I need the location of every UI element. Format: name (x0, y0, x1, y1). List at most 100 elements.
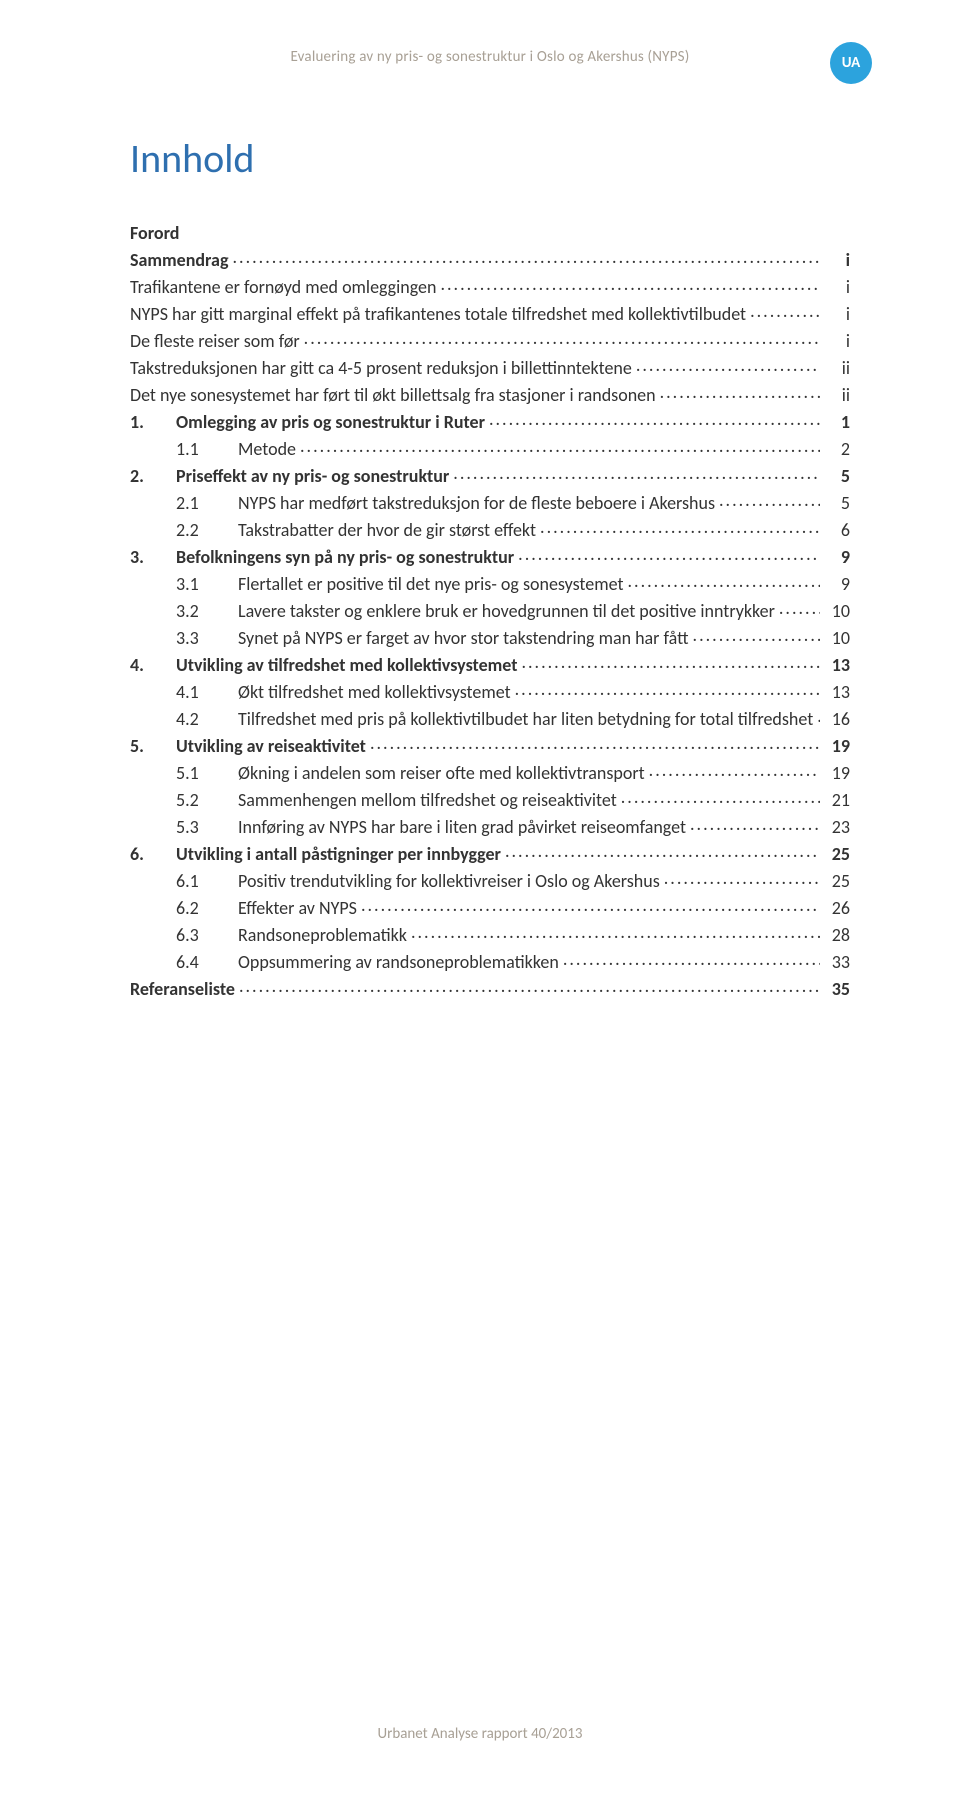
toc-entry: 2.Priseffekt av ny pris- og sonestruktur… (130, 464, 850, 485)
toc-entry-page: 10 (824, 602, 850, 620)
toc-entry: 6.4Oppsummering av randsoneproblematikke… (130, 950, 850, 971)
toc-leader (505, 842, 820, 860)
footer-text: Urbanet Analyse rapport 40/2013 (0, 1725, 960, 1743)
toc-entry-label: NYPS har gitt marginal effekt på trafika… (130, 305, 746, 323)
toc-entry: Takstreduksjonen har gitt ca 4-5 prosent… (130, 356, 850, 377)
toc-entry: 1.Omlegging av pris og sonestruktur i Ru… (130, 410, 850, 431)
toc-entry-page: 33 (824, 953, 850, 971)
toc-leader (521, 653, 820, 671)
toc-entry-page: 6 (824, 521, 850, 539)
toc-entry-page: 9 (824, 575, 850, 593)
toc-entry-number: 6.2 (176, 899, 238, 917)
toc-entry-page: 1 (824, 413, 850, 431)
toc-leader (817, 707, 820, 725)
toc-entry-number: 6.1 (176, 872, 238, 890)
toc-entry-number: 3.3 (176, 629, 238, 647)
toc-leader (518, 545, 820, 563)
toc-leader (411, 923, 820, 941)
toc-leader (719, 491, 820, 509)
toc-entry: 6.3Randsoneproblematikk 28 (130, 923, 850, 944)
toc-entry: Sammendragi (130, 248, 850, 269)
toc-entry-page: 23 (824, 818, 850, 836)
toc-leader (649, 761, 820, 779)
toc-entry: 1.1Metode 2 (130, 437, 850, 458)
toc-entry-page: 13 (824, 683, 850, 701)
toc-entry-page: i (824, 278, 850, 296)
toc-entry-label: Befolkningens syn på ny pris- og sonestr… (176, 548, 514, 566)
toc-entry: 3.Befolkningens syn på ny pris- og sones… (130, 545, 850, 566)
toc-leader (304, 329, 820, 347)
toc-leader (239, 977, 820, 995)
running-header: Evaluering av ny pris- og sonestruktur i… (130, 48, 850, 66)
toc-leader (440, 275, 820, 293)
toc-entry-number: 4.1 (176, 683, 238, 701)
toc-entry-label: Sammenhengen mellom tilfredshet og reise… (238, 791, 617, 809)
toc-entry: Forord (130, 221, 850, 242)
toc-entry-label: Sammendrag (130, 251, 228, 269)
toc-entry-number: 6.3 (176, 926, 238, 944)
toc-leader (690, 815, 820, 833)
toc-entry: 5.2Sammenhengen mellom tilfredshet og re… (130, 788, 850, 809)
toc-entry-label: Metode (238, 440, 296, 458)
toc-leader (664, 869, 820, 887)
toc-entry-number: 2.2 (176, 521, 238, 539)
toc-entry: 3.1Flertallet er positive til det nye pr… (130, 572, 850, 593)
brand-badge: UA (830, 42, 872, 84)
toc-leader (183, 221, 846, 239)
toc-entry: 2.2Takstrabatter der hvor de gir størst … (130, 518, 850, 539)
toc-entry: Referanseliste35 (130, 977, 850, 998)
toc-entry-number: 3.2 (176, 602, 238, 620)
toc-entry-label: Oppsummering av randsoneproblematikken (238, 953, 559, 971)
toc-entry-number: 6. (130, 845, 176, 863)
toc-entry-label: Økt tilfredshet med kollektivsystemet (238, 683, 511, 701)
toc-entry: 6.Utvikling i antall påstigninger per in… (130, 842, 850, 863)
toc-entry-label: Omlegging av pris og sonestruktur i Rute… (176, 413, 485, 431)
toc-entry: 4.2Tilfredshet med pris på kollektivtilb… (130, 707, 850, 728)
table-of-contents: ForordSammendragiTrafikantene er fornøyd… (130, 221, 850, 998)
toc-entry-label: Innføring av NYPS har bare i liten grad … (238, 818, 686, 836)
toc-leader (750, 302, 820, 320)
toc-leader (540, 518, 820, 536)
toc-entry: De fleste reiser som føri (130, 329, 850, 350)
toc-entry-number: 5.3 (176, 818, 238, 836)
toc-entry: 3.3Synet på NYPS er farget av hvor stor … (130, 626, 850, 647)
toc-entry: Trafikantene er fornøyd med omleggingen i (130, 275, 850, 296)
toc-leader (693, 626, 820, 644)
toc-leader (361, 896, 820, 914)
toc-entry-page: ii (824, 386, 850, 404)
toc-entry: 4.Utvikling av tilfredshet med kollektiv… (130, 653, 850, 674)
toc-leader (621, 788, 820, 806)
toc-entry-page: 28 (824, 926, 850, 944)
toc-entry-number: 2.1 (176, 494, 238, 512)
toc-entry: NYPS har gitt marginal effekt på trafika… (130, 302, 850, 323)
toc-leader (779, 599, 820, 617)
toc-entry-number: 1. (130, 413, 176, 431)
toc-entry-page: 2 (824, 440, 850, 458)
toc-entry-label: Økning i andelen som reiser ofte med kol… (238, 764, 645, 782)
toc-entry-number: 5.2 (176, 791, 238, 809)
toc-entry: 3.2Lavere takster og enklere bruk er hov… (130, 599, 850, 620)
toc-entry-label: Trafikantene er fornøyd med omleggingen (130, 278, 436, 296)
toc-entry-label: Randsoneproblematikk (238, 926, 407, 944)
toc-entry-number: 1.1 (176, 440, 238, 458)
toc-entry-label: NYPS har medført takstreduksjon for de f… (238, 494, 715, 512)
toc-entry-number: 4. (130, 656, 176, 674)
toc-entry-number: 3. (130, 548, 176, 566)
toc-entry: 5.3Innføring av NYPS har bare i liten gr… (130, 815, 850, 836)
toc-entry-number: 5.1 (176, 764, 238, 782)
toc-entry-number: 4.2 (176, 710, 238, 728)
toc-entry: 2.1NYPS har medført takstreduksjon for d… (130, 491, 850, 512)
toc-entry-label: Utvikling av tilfredshet med kollektivsy… (176, 656, 517, 674)
toc-entry-label: Forord (130, 224, 179, 242)
toc-entry-label: Utvikling i antall påstigninger per innb… (176, 845, 501, 863)
toc-entry-page: 21 (824, 791, 850, 809)
toc-entry-page: 25 (824, 845, 850, 863)
toc-leader (232, 248, 820, 266)
toc-entry-label: Priseffekt av ny pris- og sonestruktur (176, 467, 449, 485)
toc-leader (628, 572, 821, 590)
toc-entry: 6.2Effekter av NYPS26 (130, 896, 850, 917)
toc-leader (370, 734, 820, 752)
toc-entry-page: 35 (824, 980, 850, 998)
toc-entry-label: Tilfredshet med pris på kollektivtilbude… (238, 710, 813, 728)
toc-entry: 5.Utvikling av reiseaktivitet19 (130, 734, 850, 755)
